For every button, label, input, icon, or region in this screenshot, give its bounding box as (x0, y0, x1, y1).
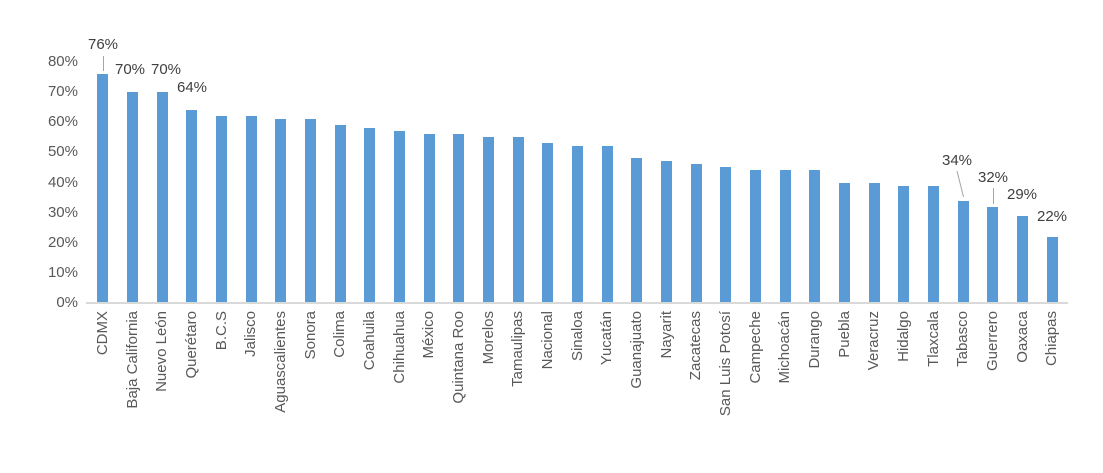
bar-Colima (334, 125, 346, 303)
x-axis-label: Sonora (301, 311, 319, 360)
y-axis-tick-label: 0% (56, 294, 78, 311)
x-axis-label: México (420, 311, 438, 359)
x-axis-label: Guerrero (983, 311, 1001, 372)
x-axis-label: Puebla (835, 311, 853, 358)
bar-Veracruz (868, 182, 880, 303)
x-axis-label: Nacional (538, 311, 556, 370)
x-axis-label: Sinaloa (568, 311, 586, 362)
x-axis-label: CDMX (93, 311, 111, 356)
y-axis-tick-label: 60% (47, 113, 78, 131)
x-axis-label: Hidalgo (894, 311, 912, 362)
x-axis-label: Nayarit (657, 311, 675, 359)
x-axis-label: B.C.S (212, 311, 230, 351)
bar-Tamaulipas (512, 137, 524, 303)
x-axis-label: Coahuila (360, 311, 378, 371)
bar-Nacional (542, 143, 554, 303)
bar-B.C.S (216, 116, 227, 303)
bar-Morelos (483, 137, 494, 303)
x-axis-label: Yucatán (598, 311, 616, 366)
bar-Quintana Roo (453, 134, 465, 303)
bar-Puebla (839, 182, 850, 303)
bar-Michoacán (779, 170, 791, 303)
x-axis-label: Oaxaca (1013, 311, 1031, 363)
bar-Sinaloa (572, 146, 583, 303)
bar-Aguascalientes (275, 119, 287, 303)
y-axis-tick-label: 70% (47, 83, 78, 101)
bar-Chiapas (1046, 236, 1058, 303)
bar-Durango (809, 170, 821, 303)
bar-México (423, 134, 435, 303)
data-label-Oaxaca: 29% (1006, 186, 1038, 203)
x-axis-label: Jalisco (242, 311, 260, 357)
y-axis-tick-label: 30% (47, 203, 78, 221)
x-axis-label: Zacatecas (687, 311, 705, 381)
bar-Guerrero (987, 206, 999, 303)
y-axis-tick-label: 80% (47, 53, 78, 70)
x-axis-label: Tlaxcala (924, 311, 942, 367)
bar-Baja California (127, 92, 138, 303)
data-label-Nuevo León: 70% (150, 61, 182, 78)
y-axis-tick-label: 50% (47, 143, 78, 161)
x-axis-label: Aguascalientes (271, 311, 289, 413)
x-axis-label: Chiapas (1043, 311, 1061, 367)
bar-Hidalgo (898, 185, 910, 303)
bar-Campeche (750, 170, 761, 303)
bar-Nayarit (661, 161, 672, 303)
x-axis-label: Veracruz (865, 311, 883, 371)
leader-line-tabasco (956, 170, 964, 198)
x-axis-line (86, 302, 1068, 304)
x-axis-label: Querétaro (182, 311, 200, 379)
bar-Coahuila (364, 128, 376, 303)
x-axis-label: Baja California (123, 311, 141, 409)
y-axis-tick-label: 20% (47, 233, 78, 251)
x-axis-label: Quintana Roo (449, 311, 467, 404)
data-label-Querétaro: 64% (176, 79, 208, 96)
x-axis-label: Guanajuato (627, 311, 645, 389)
bar-Zacatecas (690, 164, 702, 303)
y-axis-tick-label: 10% (47, 263, 78, 281)
x-axis-label: Chihuahua (390, 311, 408, 384)
bar-CDMX (97, 74, 109, 303)
bar-Chihuahua (394, 131, 405, 303)
x-axis-label: Durango (805, 311, 823, 369)
data-label-Guerrero: 32% (977, 169, 1009, 186)
data-label-Tabasco: 34% (941, 152, 973, 169)
y-axis-tick-label: 40% (47, 173, 78, 191)
bar-Guanajuato (631, 158, 643, 303)
x-axis-label: Michoacán (776, 311, 794, 384)
bar-Jalisco (245, 116, 257, 303)
bar-Oaxaca (1017, 215, 1028, 303)
bar-Tlaxcala (928, 185, 939, 303)
x-axis-label: Colima (331, 311, 349, 358)
bar-Nuevo León (156, 92, 168, 303)
x-axis-label: Tamaulipas (509, 311, 527, 387)
bar-Yucatán (601, 146, 613, 303)
x-axis-label: Nuevo León (153, 311, 171, 392)
bar-Querétaro (186, 110, 198, 303)
bar-San Luis Potosí (720, 167, 732, 303)
x-axis-label: Tabasco (954, 311, 972, 367)
data-label-Chiapas: 22% (1036, 208, 1068, 225)
x-axis-label: San Luis Potosí (716, 311, 734, 417)
x-axis-label: Morelos (479, 311, 497, 365)
data-label-CDMX: 76% (87, 36, 119, 53)
bar-Tabasco (957, 200, 969, 303)
x-axis-label: Campeche (746, 311, 764, 384)
data-label-Baja California: 70% (114, 61, 146, 78)
bar-Sonora (305, 119, 316, 303)
